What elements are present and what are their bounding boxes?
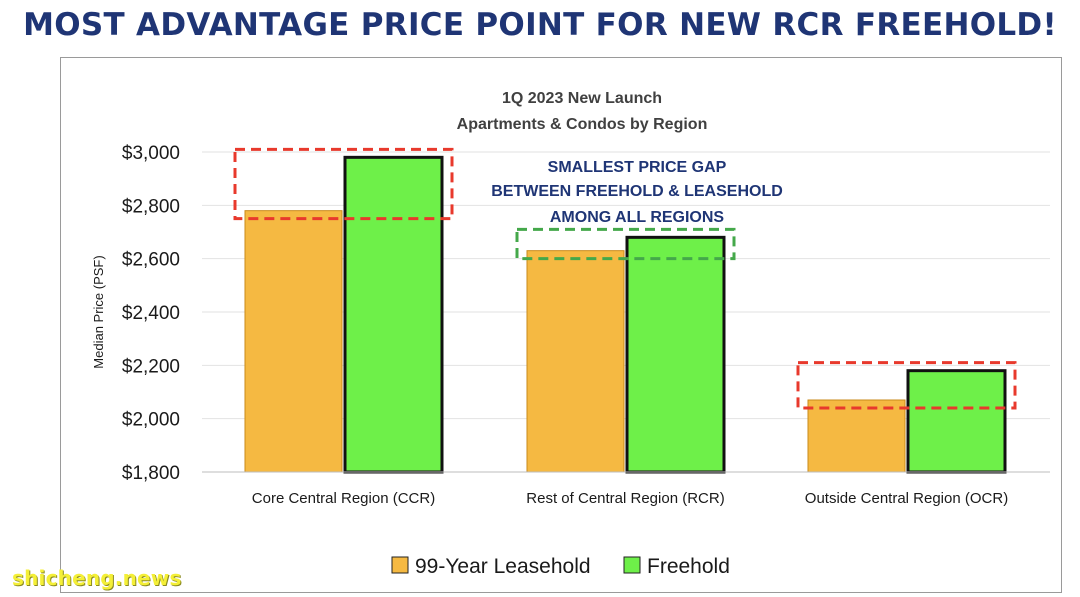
bar-leasehold-2 [807,399,906,473]
legend-label-leasehold: 99-Year Leasehold [415,555,591,578]
y-axis-title: Median Price (PSF) [91,255,106,368]
annotation-line-3: AMONG ALL REGIONS [550,209,725,226]
bar-freehold-0 [343,155,444,474]
y-tick-label: $2,400 [122,303,180,324]
highlight-box-2 [796,361,1017,410]
y-tick-label: $3,000 [122,143,180,164]
y-tick-label: $2,800 [122,196,180,217]
bar-freehold-2 [906,369,1007,474]
legend-swatch-leasehold [391,556,409,574]
headline: MOST ADVANTAGE PRICE POINT FOR NEW RCR F… [23,7,1057,43]
y-tick-label: $2,200 [122,356,180,377]
highlight-box-1 [515,227,736,261]
category-label: Core Central Region (CCR) [252,490,435,507]
bar-leasehold-0 [244,210,343,473]
y-tick-label: $2,000 [122,410,180,431]
bar-leasehold-1 [526,250,625,473]
category-label: Rest of Central Region (RCR) [526,490,724,507]
chart-title-line-1: 1Q 2023 New Launch [502,90,662,107]
y-tick-label: $1,800 [122,463,180,484]
category-label: Outside Central Region (OCR) [805,490,1008,507]
legend-swatch-freehold [623,556,641,574]
bars [244,155,1007,474]
highlight-boxes [233,147,1017,410]
bar-freehold-1 [625,235,726,474]
watermark-text: shicheng.news [12,566,182,590]
legend: 99-Year Leasehold Freehold [391,555,730,578]
y-tick-labels: $1,800 $2,000 $2,200 $2,400 $2,600 $2,800 $3,0… [122,143,180,484]
category-labels: Core Central Region (CCR) Rest of Central… [252,490,1008,507]
y-tick-label: $2,600 [122,250,180,271]
legend-label-freehold: Freehold [647,555,730,578]
annotation-line-1: SMALLEST PRICE GAP [548,159,727,176]
highlight-box-0 [233,147,454,221]
chart-title-line-2: Apartments & Condos by Region [457,116,708,133]
annotation-line-2: BETWEEN FREEHOLD & LEASEHOLD [491,183,783,200]
